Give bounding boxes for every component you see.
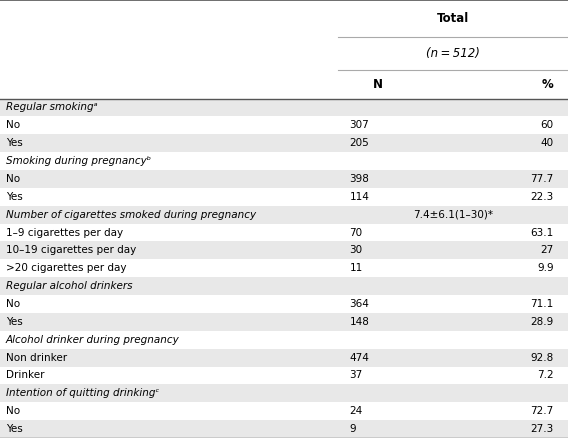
Bar	[0, 70, 568, 99]
Bar	[0, 206, 568, 224]
Text: 24: 24	[349, 406, 362, 416]
Bar	[0, 420, 568, 438]
Text: %: %	[542, 78, 554, 91]
Text: 205: 205	[349, 138, 369, 148]
Bar	[0, 331, 568, 349]
Bar	[0, 37, 568, 70]
Text: Alcohol drinker during pregnancy: Alcohol drinker during pregnancy	[6, 335, 179, 345]
Text: 9: 9	[349, 424, 356, 434]
Text: 7.2: 7.2	[537, 371, 554, 381]
Text: Non drinker: Non drinker	[6, 353, 67, 363]
Bar	[0, 188, 568, 206]
Text: No: No	[6, 406, 20, 416]
Text: Yes: Yes	[6, 138, 22, 148]
Bar	[0, 295, 568, 313]
Bar	[0, 170, 568, 188]
Text: 1–9 cigarettes per day: 1–9 cigarettes per day	[6, 228, 123, 237]
Text: Yes: Yes	[6, 192, 22, 202]
Text: 77.7: 77.7	[531, 174, 554, 184]
Text: 148: 148	[349, 317, 369, 327]
Text: 398: 398	[349, 174, 369, 184]
Text: Intention of quitting drinkingᶜ: Intention of quitting drinkingᶜ	[6, 389, 159, 398]
Bar	[0, 99, 568, 117]
Bar	[0, 367, 568, 385]
Text: Number of cigarettes smoked during pregnancy: Number of cigarettes smoked during pregn…	[6, 210, 256, 220]
Text: Total: Total	[437, 12, 469, 25]
Text: 364: 364	[349, 299, 369, 309]
Text: 9.9: 9.9	[537, 263, 554, 273]
Text: 474: 474	[349, 353, 369, 363]
Text: 307: 307	[349, 120, 369, 131]
Text: 71.1: 71.1	[531, 299, 554, 309]
Bar	[0, 313, 568, 331]
Text: 63.1: 63.1	[531, 228, 554, 237]
Text: 92.8: 92.8	[531, 353, 554, 363]
Text: 30: 30	[349, 245, 362, 255]
Bar	[0, 385, 568, 402]
Text: 10–19 cigarettes per day: 10–19 cigarettes per day	[6, 245, 136, 255]
Text: Yes: Yes	[6, 317, 22, 327]
Text: Regular smokingᵃ: Regular smokingᵃ	[6, 102, 98, 113]
Text: 60: 60	[541, 120, 554, 131]
Text: Smoking during pregnancyᵇ: Smoking during pregnancyᵇ	[6, 156, 151, 166]
Bar	[0, 224, 568, 241]
Bar	[0, 117, 568, 134]
Text: No: No	[6, 299, 20, 309]
Bar	[0, 134, 568, 152]
Text: 27: 27	[541, 245, 554, 255]
Bar	[0, 349, 568, 367]
Text: No: No	[6, 120, 20, 131]
Text: 7.4±6.1(1–30)*: 7.4±6.1(1–30)*	[413, 210, 493, 220]
Text: 114: 114	[349, 192, 369, 202]
Bar	[0, 277, 568, 295]
Text: 40: 40	[541, 138, 554, 148]
Text: Drinker: Drinker	[6, 371, 44, 381]
Bar	[0, 259, 568, 277]
Text: Regular alcohol drinkers: Regular alcohol drinkers	[6, 281, 132, 291]
Text: 28.9: 28.9	[531, 317, 554, 327]
Text: N: N	[373, 78, 383, 91]
Text: No: No	[6, 174, 20, 184]
Bar	[0, 152, 568, 170]
Text: Yes: Yes	[6, 424, 22, 434]
Text: 72.7: 72.7	[531, 406, 554, 416]
Bar	[0, 402, 568, 420]
Text: 70: 70	[349, 228, 362, 237]
Bar	[0, 0, 568, 37]
Text: (n = 512): (n = 512)	[426, 47, 480, 60]
Bar	[0, 241, 568, 259]
Text: 22.3: 22.3	[531, 192, 554, 202]
Text: 27.3: 27.3	[531, 424, 554, 434]
Text: >20 cigarettes per day: >20 cigarettes per day	[6, 263, 126, 273]
Text: 11: 11	[349, 263, 362, 273]
Text: 37: 37	[349, 371, 362, 381]
